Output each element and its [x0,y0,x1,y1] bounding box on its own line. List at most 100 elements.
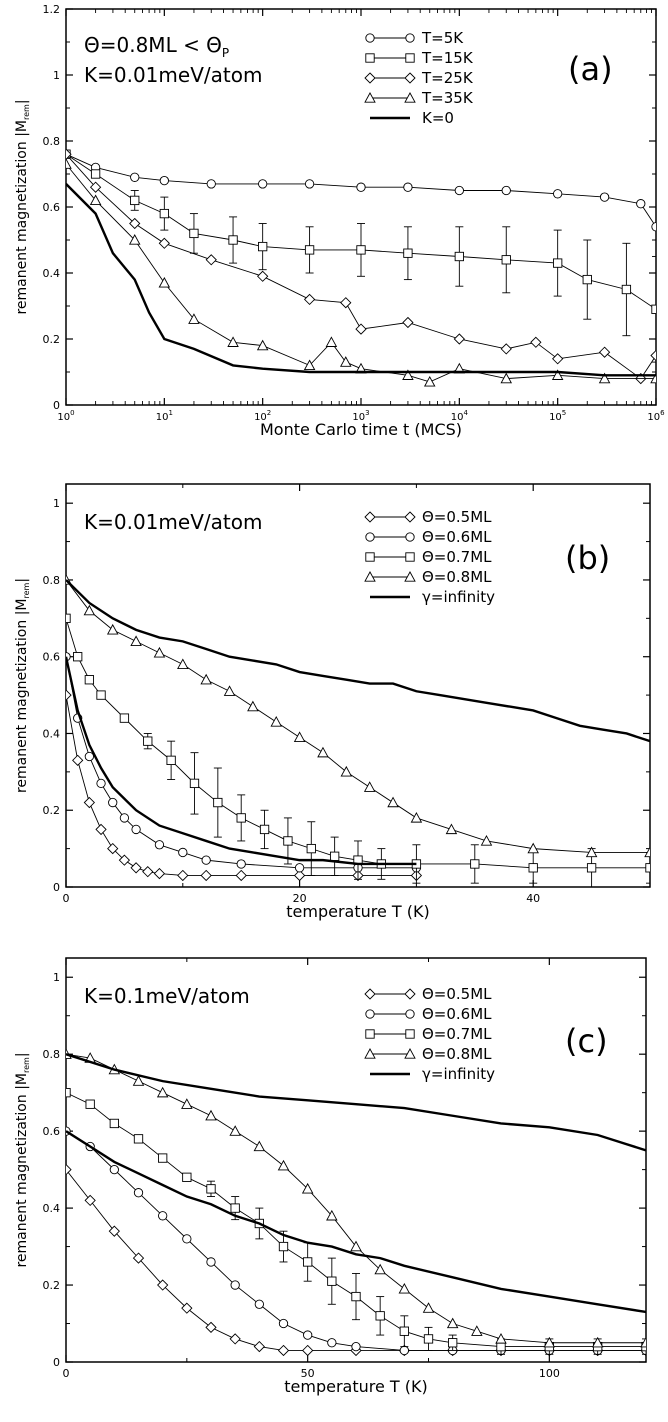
x-tick-label: 100 [539,1367,560,1380]
data-point [133,1188,144,1198]
series-Θ=0.5ML [66,1163,646,1357]
data-point [159,208,169,219]
data-point [83,604,96,616]
legend-label: T=35K [421,89,474,107]
data-point [133,1134,144,1144]
y-tick-label: 0 [53,881,60,894]
legend-marker [365,33,375,43]
data-point [399,1326,409,1336]
data-point [480,835,493,846]
legend-marker [364,571,376,582]
x-tick-label: 106 [647,409,665,423]
data-point [228,235,238,245]
data-point [143,736,153,746]
series-Θ=0.7ML [66,613,650,887]
data-point [278,1318,289,1329]
y-tick-label: 1 [53,497,60,510]
legend-entry: Θ=0.6ML [365,1005,492,1023]
data-point [189,778,200,789]
y-tick-label: 0.4 [43,267,61,280]
y-tick-label: 0.8 [43,574,61,587]
legend-entry: Θ=0.6ML [365,528,492,546]
series-T=35K [66,158,656,387]
data-point [553,189,563,199]
chart-a-svg: 0 0.2 0.4 0.6 0.8 1 1.2 100 101 102 103 104 105 106 Mo… [14,3,665,439]
legend-label: Θ=0.6ML [422,1005,492,1023]
x-tick-label: 0 [63,892,70,905]
data-point [327,1276,337,1286]
data-point [131,824,141,835]
legend-marker [365,1009,375,1019]
legend-entry: T=15K [365,49,474,67]
legend-marker [364,988,376,1000]
data-point [582,274,592,285]
data-point [158,237,170,249]
legend-label: Θ=0.5ML [422,985,492,1003]
data-point [181,1302,193,1314]
x-tick-label: 103 [352,409,369,423]
legend-marker [364,72,376,84]
series-line [66,579,650,743]
series-line [66,656,417,869]
x-tick-label: 101 [156,409,173,423]
data-point [650,372,656,384]
data-point [640,1336,646,1348]
data-point [66,689,72,701]
data-point [205,254,217,266]
series-γ=infinity [66,1053,646,1152]
data-point [303,1330,313,1340]
series-line [66,1169,646,1351]
data-point [166,755,176,765]
y-axis-label: remanent magnetization |Mrem| [14,1052,31,1267]
data-point [90,169,101,179]
series-K=0 [66,183,656,377]
legend-marker [364,1048,376,1059]
chart-b-svg: 0 0.2 0.4 0.6 0.8 1 0 20 40 temperature T (K) rema… [14,483,651,921]
legend-marker [405,1009,415,1019]
series-Θ=0.5ML [66,689,423,882]
data-point [340,765,353,777]
legend-entry: γ=infinity [370,588,495,606]
data-point [229,1125,241,1136]
data-point [500,372,513,384]
legend-marker [405,1029,415,1039]
data-point [277,1344,290,1357]
series-line [66,1130,646,1314]
x-tick-label: 104 [451,409,469,423]
data-point [106,623,119,635]
data-point [107,842,119,855]
data-point [158,1211,168,1221]
data-point [130,172,140,182]
data-point [543,1336,556,1348]
data-point [303,1257,313,1267]
data-point [158,1153,168,1163]
series-line [66,656,417,866]
data-point [188,313,200,324]
data-point [108,1225,120,1237]
data-point [422,1302,435,1313]
data-point [154,840,165,850]
data-point [363,781,376,792]
data-point [258,179,268,189]
legend-entry: Θ=0.8ML [364,568,492,586]
data-point [301,1182,314,1194]
legend-label: Θ=0.8ML [422,568,492,586]
data-point [213,797,223,808]
data-point [132,1252,145,1264]
panel-label: (a) [568,50,613,88]
data-point [306,843,316,854]
data-point [182,1234,192,1244]
data-point [230,1203,240,1213]
data-point [253,1140,266,1152]
legend-entry: Θ=0.5ML [364,985,492,1003]
data-point [495,1332,507,1344]
y-axis-label: remanent magnetization |Mrem| [14,99,31,314]
data-point [453,333,465,345]
data-point [402,316,414,329]
data-point [96,778,106,789]
annotation-anisotropy: K=0.01meV/atom [84,63,262,87]
data-point [177,658,189,670]
data-point [129,217,141,230]
series-curve-5 [66,1130,646,1314]
data-point [586,863,597,873]
